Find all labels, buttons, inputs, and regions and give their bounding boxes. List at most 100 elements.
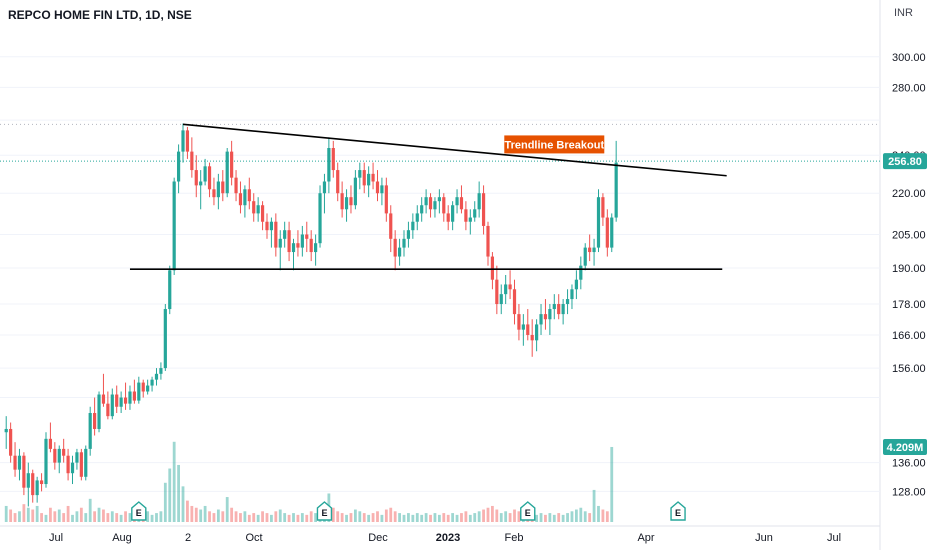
volume-bar	[380, 514, 384, 522]
volume-bar	[22, 504, 26, 522]
candle-body	[75, 452, 79, 463]
volume-bar	[446, 514, 450, 522]
earnings-marker-icon[interactable]: E	[520, 501, 536, 521]
volume-bar	[168, 468, 172, 522]
candle-body	[207, 166, 212, 190]
x-tick-label: Apr	[637, 532, 654, 544]
candle-body	[610, 217, 614, 248]
candle-body	[495, 279, 499, 305]
earnings-marker-icon[interactable]: E	[670, 501, 686, 521]
volume-bar	[376, 511, 379, 522]
earnings-marker-icon[interactable]: E	[316, 501, 333, 521]
volume-bar	[292, 513, 295, 522]
candle-body	[353, 177, 357, 206]
volume-bar	[566, 513, 569, 522]
candle-body	[287, 230, 291, 253]
earnings-marker-shape[interactable]	[131, 501, 147, 521]
candle-body	[146, 385, 150, 392]
candle-body	[190, 151, 194, 171]
candle-body	[115, 394, 119, 407]
volume-bar	[477, 511, 481, 522]
volume-bar	[216, 509, 220, 522]
earnings-marker-shape[interactable]	[520, 501, 536, 521]
earnings-marker-icon[interactable]: E	[131, 501, 147, 521]
volume-bar	[548, 513, 552, 522]
candle-body	[238, 193, 243, 206]
candle-body	[402, 238, 406, 248]
candle-body	[322, 181, 327, 194]
volume-bar	[150, 514, 154, 522]
volume-bar	[234, 511, 238, 522]
volume-bar	[186, 500, 189, 522]
candle-body	[176, 151, 181, 182]
y-tick-label: 190.00	[892, 263, 926, 275]
volume-bar	[225, 497, 229, 522]
volume-bar	[66, 505, 70, 522]
candle-body	[31, 473, 35, 496]
volume-bar	[420, 514, 424, 522]
volume-bar	[305, 514, 309, 522]
candle-body	[521, 324, 525, 330]
y-tick-label: 136.00	[892, 458, 926, 470]
volume-bar	[265, 513, 269, 522]
earnings-marker-shape[interactable]	[316, 501, 333, 521]
candle-body	[22, 455, 26, 488]
x-tick-label: Jun	[755, 532, 773, 544]
candle-body	[123, 397, 128, 404]
candle-body	[605, 217, 609, 248]
volume-bar	[371, 513, 375, 522]
candle-body	[504, 284, 508, 295]
last-volume-badge: 4.209M	[883, 438, 927, 455]
volume-bar	[256, 514, 260, 522]
candle-body	[159, 368, 163, 374]
candle-body	[199, 181, 203, 186]
candle-body	[579, 265, 583, 280]
candle-body	[530, 334, 534, 341]
candle-body	[185, 130, 190, 152]
volume-bar	[194, 507, 198, 522]
candle-body	[526, 324, 530, 335]
currency-label[interactable]: INR	[894, 7, 913, 19]
volume-bar	[429, 514, 432, 522]
volume-bar	[274, 511, 278, 522]
volume-bar	[539, 513, 543, 522]
volume-bar	[106, 513, 110, 522]
candle-body	[66, 455, 70, 474]
trendline-breakout-label: Trendline Breakout	[504, 135, 604, 154]
candle-body	[84, 448, 88, 477]
volume-bar	[358, 511, 362, 522]
candle-body	[327, 148, 331, 182]
volume-bar	[349, 513, 353, 522]
candle-body	[371, 173, 375, 182]
candle-body	[194, 170, 198, 186]
candle-body	[17, 455, 22, 470]
price-axis[interactable]: 128.00 136.00 156.00 166.00 178.00 190.00 205.…	[892, 52, 926, 499]
descending-trendline[interactable]	[182, 123, 727, 177]
y-tick-label: 220.00	[892, 188, 926, 200]
candle-body	[4, 428, 8, 433]
candle-body	[154, 373, 159, 380]
time-axis[interactable]: Jul Aug 2 Oct Dec 2023 Feb Apr Jun Jul	[49, 532, 841, 544]
volume-bar	[583, 511, 587, 522]
volume-bar	[517, 511, 521, 522]
candle-body	[437, 197, 441, 202]
earnings-marker-label: E	[321, 508, 327, 518]
earnings-marker-shape[interactable]	[670, 501, 686, 521]
candle-body	[468, 217, 472, 222]
candle-body	[265, 221, 269, 231]
candle-body	[70, 462, 75, 474]
candle-body	[349, 197, 353, 206]
candle-body	[181, 130, 185, 152]
volume-bar	[513, 509, 516, 522]
drawn-lines[interactable]	[129, 123, 727, 270]
volume-bar	[44, 514, 48, 522]
last-price-badge: 256.80	[883, 153, 927, 170]
candle-body	[420, 205, 424, 214]
volume-bar	[433, 513, 437, 522]
volume-bar	[309, 511, 313, 522]
volume-bar	[208, 511, 211, 522]
volume-bar	[579, 507, 583, 522]
volume-bar	[97, 507, 101, 522]
